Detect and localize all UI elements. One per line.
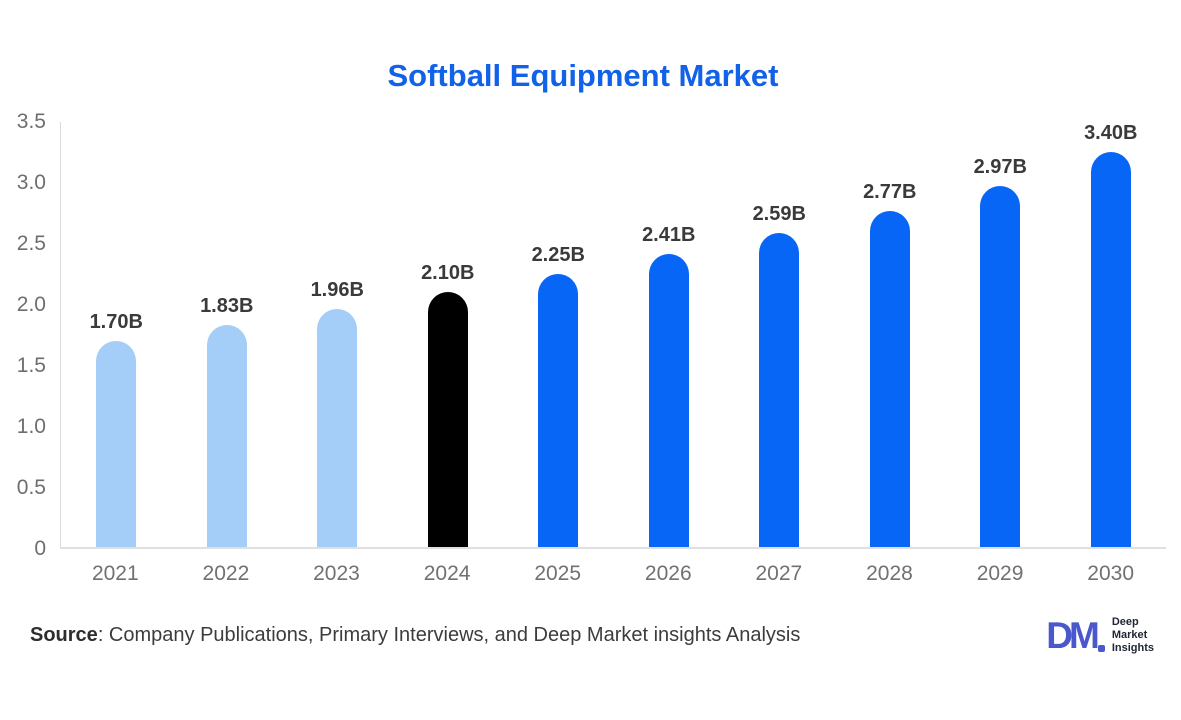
bar-column-2023: 1.96B bbox=[282, 122, 393, 547]
x-axis-label: 2028 bbox=[866, 562, 913, 585]
dmi-logo-letters: DM bbox=[1046, 615, 1100, 657]
y-axis-tick: 3.0 bbox=[16, 171, 46, 194]
footer: Source: Company Publications, Primary In… bbox=[0, 616, 1166, 656]
x-axis-labels: 2021 2022 2023 2024 2025 2026 2027 2028 2029 2030 bbox=[60, 562, 1166, 586]
bar-value-label: 2.77B bbox=[863, 180, 917, 203]
bar-2028 bbox=[869, 210, 910, 547]
x-axis-label: 2026 bbox=[644, 562, 692, 585]
source-label: Source bbox=[30, 624, 98, 647]
x-axis-label: 2029 bbox=[976, 562, 1024, 585]
x-axis-label: 2021 bbox=[91, 562, 139, 585]
bar-column-2029: 2.97B bbox=[945, 122, 1056, 547]
bar-value-label: 1.70B bbox=[89, 310, 143, 333]
bar-value-label: 2.97B bbox=[973, 156, 1027, 179]
dmi-logo: DM Deep Market Insights bbox=[1046, 616, 1166, 656]
x-axis-label: 2024 bbox=[423, 562, 471, 585]
dmi-logo-line3: Insights bbox=[1111, 642, 1154, 655]
bar-column-2024: 2.10B bbox=[393, 122, 504, 547]
dmi-logo-line1: Deep bbox=[1111, 616, 1139, 628]
bar-2025 bbox=[538, 273, 579, 547]
bar-column-2030: 3.40B bbox=[1056, 122, 1167, 547]
y-axis-tick: 1.0 bbox=[16, 415, 46, 438]
bar-value-label: 2.41B bbox=[642, 224, 696, 247]
y-axis-tick: 2.0 bbox=[16, 293, 46, 316]
bar-2023 bbox=[317, 309, 358, 547]
x-axis-label: 2023 bbox=[313, 562, 360, 585]
dmi-logo-dot bbox=[1097, 645, 1105, 653]
x-axis-spacer bbox=[0, 562, 60, 586]
dmi-logo-text: Deep Market Insights bbox=[1112, 616, 1154, 656]
y-axis: 0 0.5 1.0 1.5 2.0 2.5 3.0 3.5 bbox=[0, 110, 60, 560]
source-rest: : Company Publications, Primary Intervie… bbox=[97, 624, 801, 647]
bar-column-2027: 2.59B bbox=[724, 122, 835, 547]
bar-chart: 0 0.5 1.0 1.5 2.0 2.5 3.0 3.5 1.70B 1.83B 1.96B 2.… bbox=[0, 110, 1166, 586]
y-axis-tick: 0 bbox=[34, 537, 46, 560]
chart-title: Softball Equipment Market bbox=[387, 58, 779, 93]
bar-value-label: 2.10B bbox=[421, 262, 475, 284]
bar-column-2025: 2.25B bbox=[503, 122, 614, 547]
x-axis-label: 2022 bbox=[202, 562, 250, 585]
x-axis-label: 2030 bbox=[1087, 562, 1134, 585]
bar-2024 bbox=[427, 292, 468, 547]
bar-value-label: 2.25B bbox=[531, 243, 585, 266]
bar-column-2026: 2.41B bbox=[614, 122, 725, 547]
y-axis-tick: 0.5 bbox=[16, 476, 46, 499]
bar-2026 bbox=[648, 254, 689, 547]
x-axis-label: 2027 bbox=[755, 562, 803, 585]
x-axis-label: 2025 bbox=[534, 562, 582, 585]
bar-column-2022: 1.83B bbox=[172, 122, 283, 547]
bar-column-2021: 1.70B bbox=[61, 122, 172, 547]
bar-value-label: 1.83B bbox=[200, 294, 254, 317]
dmi-logo-line2: Market bbox=[1111, 629, 1148, 642]
bar-2027 bbox=[759, 232, 800, 547]
bar-column-2028: 2.77B bbox=[835, 122, 946, 547]
bar-value-label: 1.96B bbox=[310, 279, 364, 301]
plot-area: 1.70B 1.83B 1.96B 2.10B 2.25B 2.41B 2.59B 2.77B… bbox=[60, 122, 1166, 549]
x-axis: 2021 2022 2023 2024 2025 2026 2027 2028 2029 2030 bbox=[0, 562, 1166, 586]
y-axis-tick: 3.5 bbox=[16, 110, 46, 133]
y-axis-tick: 1.5 bbox=[16, 354, 46, 377]
y-axis-tick: 2.5 bbox=[16, 232, 46, 255]
bar-value-label: 3.40B bbox=[1084, 122, 1138, 144]
bar-2022 bbox=[206, 324, 247, 547]
bar-2030 bbox=[1090, 152, 1131, 547]
bar-2029 bbox=[980, 186, 1021, 547]
source-text: Source: Company Publications, Primary In… bbox=[30, 624, 800, 647]
dmi-logo-mark: DM bbox=[1046, 617, 1105, 654]
bar-value-label: 2.59B bbox=[752, 202, 806, 225]
bar-2021 bbox=[96, 340, 137, 547]
